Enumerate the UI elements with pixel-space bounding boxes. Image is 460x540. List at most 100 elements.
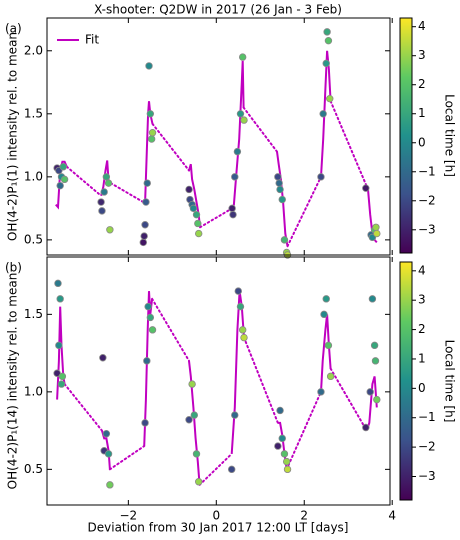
y-axis-label: OH(4-2)P₁(14) intensity rel. to mean (6, 273, 20, 490)
data-point (139, 238, 148, 247)
data-point (322, 59, 330, 68)
data-point (234, 287, 242, 295)
data-point (276, 185, 284, 194)
data-point (275, 179, 283, 187)
colorbar-tick-label: −3 (418, 469, 436, 483)
data-point (319, 110, 327, 118)
data-point (227, 465, 236, 474)
plot-frame (46, 17, 391, 256)
data-point (141, 419, 149, 427)
data-point (60, 175, 69, 184)
data-point (143, 357, 151, 365)
colorbar-tick-label: 3 (418, 293, 426, 307)
data-point (282, 457, 291, 466)
fit-connector (199, 207, 234, 229)
data-point (236, 110, 245, 118)
data-point (362, 184, 370, 192)
data-point (238, 53, 247, 61)
data-point (362, 423, 370, 432)
colorbar-tick-label: −2 (418, 440, 436, 454)
colorbar-tick-label: 4 (418, 263, 426, 277)
data-point (104, 179, 113, 187)
y-tick-label: 1.5 (24, 106, 43, 120)
data-point (148, 326, 157, 334)
y-tick-label: 0.5 (24, 462, 43, 476)
y-tick-label: 1.5 (24, 307, 43, 321)
data-point (238, 326, 247, 334)
fit-line (231, 60, 245, 209)
y-tick-label: 0.5 (24, 232, 43, 246)
data-point (185, 416, 193, 424)
data-point (322, 295, 330, 303)
data-point (144, 302, 152, 311)
fit-line (188, 360, 201, 485)
data-point (147, 135, 156, 143)
data-point (106, 481, 114, 489)
data-point (97, 198, 105, 206)
fit-connector (243, 336, 279, 424)
fit-connector (285, 390, 322, 471)
data-point (231, 173, 239, 181)
data-point (317, 173, 325, 181)
data-point (146, 110, 155, 118)
colorbar-tick-label: 3 (418, 48, 426, 62)
plot-frame (46, 256, 391, 506)
y-tick-label: 1.0 (24, 384, 43, 398)
data-point (229, 210, 237, 219)
fit-connector (242, 106, 278, 153)
colorbar-tick-label: 2 (418, 77, 426, 91)
data-point (320, 310, 328, 319)
data-point (106, 226, 114, 234)
fit-connector (286, 175, 322, 248)
fit-line (365, 376, 378, 431)
data-point (189, 204, 198, 213)
data-point (240, 116, 248, 124)
data-point (148, 129, 157, 137)
data-point (326, 94, 334, 103)
legend-label: Fit (85, 33, 99, 47)
data-point (58, 372, 67, 381)
fit-connector (198, 452, 233, 486)
x-tick-label: 0 (212, 509, 220, 523)
data-point (366, 388, 374, 396)
data-point (57, 380, 66, 388)
data-point (373, 395, 381, 404)
data-point (368, 295, 377, 303)
data-point (190, 411, 199, 419)
fit-line (320, 50, 332, 177)
data-point (233, 147, 242, 156)
colorbar (399, 261, 413, 501)
colorbar-tick-label: −2 (418, 193, 436, 207)
colorbar-tick-label: −1 (418, 164, 436, 178)
data-point (276, 406, 284, 415)
colorbar-tick-label: 1 (418, 351, 426, 365)
fit-connector (63, 383, 103, 432)
y-tick-label: 2.0 (24, 43, 43, 57)
y-axis-label: OH(4-2)P₁(1) intensity rel. to mean (6, 32, 20, 241)
fit-line (230, 290, 245, 454)
fit-connector (65, 165, 103, 197)
data-point (192, 210, 201, 219)
data-point (274, 442, 282, 450)
data-point (100, 188, 108, 196)
x-tick-label: −2 (120, 509, 138, 523)
data-point (324, 341, 333, 350)
data-point (278, 434, 286, 443)
colorbar-tick-label: 4 (418, 19, 426, 33)
data-point (231, 411, 239, 419)
data-point (280, 236, 289, 244)
colorbar-tick-label: −3 (418, 222, 436, 236)
data-point (56, 181, 64, 190)
data-point (194, 219, 202, 228)
fit-connector (151, 122, 191, 172)
data-point (143, 179, 151, 187)
data-point (102, 430, 111, 438)
data-point (274, 173, 282, 181)
fit-connector (329, 367, 368, 432)
data-point (195, 229, 203, 238)
data-point (370, 341, 379, 350)
data-point (373, 229, 381, 238)
x-tick-label: 2 (300, 509, 308, 523)
colorbar (399, 17, 413, 254)
